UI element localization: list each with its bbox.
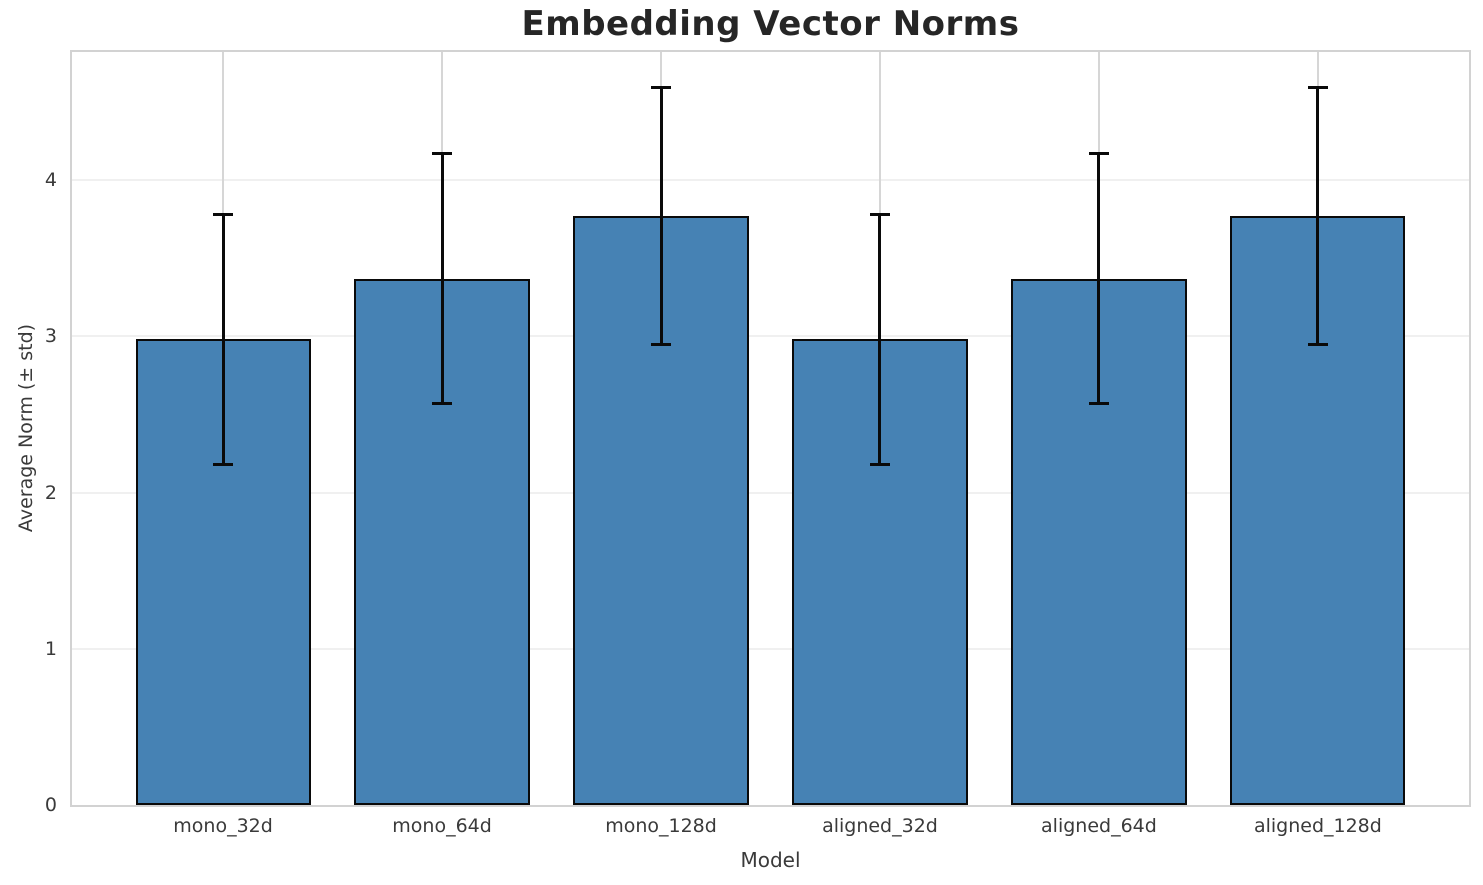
error-bar-cap — [1088, 402, 1109, 405]
y-tick-label: 4 — [44, 169, 57, 192]
gridline-h — [72, 647, 1469, 650]
left-spine — [70, 50, 72, 807]
bottom-spine — [72, 805, 1469, 807]
chart-title: Embedding Vector Norms — [521, 4, 1020, 44]
x-tick-label: aligned_64d — [1041, 815, 1157, 837]
error-bar-cap — [651, 86, 672, 90]
error-bar-cap — [869, 462, 890, 466]
x-tick-label: mono_128d — [605, 815, 717, 837]
error-bar-line — [221, 214, 225, 465]
x-tick-label: mono_64d — [392, 815, 492, 837]
y-tick-label: 1 — [44, 637, 57, 660]
error-bar-cap — [1307, 342, 1328, 346]
error-bar-cap — [651, 342, 672, 346]
error-bar-cap — [1307, 86, 1328, 90]
error-bar-cap — [869, 212, 890, 216]
error-bar-line — [659, 87, 663, 345]
error-bar-line — [878, 214, 882, 465]
plot-area — [70, 50, 1471, 807]
error-bar-line — [440, 153, 444, 404]
x-tick-label: mono_32d — [173, 815, 273, 837]
x-axis-label: Model — [740, 848, 801, 872]
y-tick-label: 0 — [44, 794, 57, 816]
x-tick-label: aligned_32d — [822, 815, 938, 837]
right-spine — [1469, 50, 1471, 807]
error-bar-line — [1097, 153, 1101, 404]
error-bar-cap — [213, 212, 234, 216]
error-bar-cap — [1088, 152, 1109, 156]
gridline-h — [72, 335, 1469, 338]
gridline-h — [72, 179, 1469, 182]
error-bar-line — [1316, 87, 1320, 345]
gridline-h — [72, 491, 1469, 494]
error-bar-cap — [432, 152, 453, 156]
top-spine — [72, 50, 1469, 52]
y-tick-label: 3 — [44, 325, 57, 348]
error-bar-cap — [213, 462, 234, 466]
y-tick-label: 2 — [44, 481, 57, 504]
x-tick-label: aligned_128d — [1253, 815, 1382, 837]
error-bar-cap — [432, 402, 453, 405]
